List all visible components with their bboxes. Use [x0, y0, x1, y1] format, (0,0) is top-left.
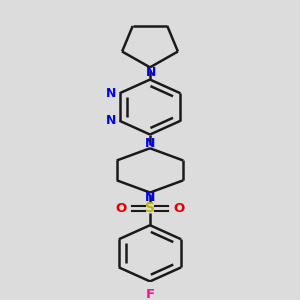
Text: O: O — [115, 202, 126, 215]
Text: N: N — [146, 66, 156, 79]
Text: N: N — [106, 87, 116, 100]
Text: S: S — [145, 201, 155, 215]
Text: N: N — [145, 137, 155, 150]
Text: N: N — [145, 190, 155, 204]
Text: O: O — [174, 202, 185, 215]
Text: F: F — [146, 288, 154, 300]
Text: N: N — [106, 114, 116, 127]
